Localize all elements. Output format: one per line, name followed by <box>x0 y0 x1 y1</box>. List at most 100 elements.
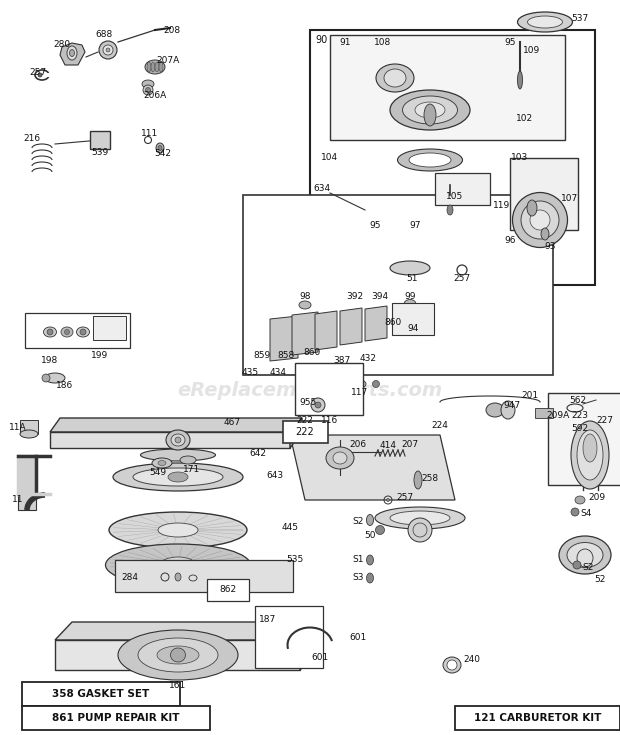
Text: 224: 224 <box>432 420 448 429</box>
Text: 95: 95 <box>370 220 381 229</box>
Text: 104: 104 <box>321 152 339 162</box>
Text: eReplacementParts.com: eReplacementParts.com <box>177 381 443 400</box>
Ellipse shape <box>158 146 162 151</box>
Ellipse shape <box>158 461 166 465</box>
Ellipse shape <box>76 327 89 337</box>
Ellipse shape <box>390 261 430 275</box>
Text: 103: 103 <box>512 152 529 162</box>
Text: 861 PUMP REPAIR KIT: 861 PUMP REPAIR KIT <box>52 713 180 723</box>
Bar <box>310 30 595 285</box>
Text: 207: 207 <box>401 440 418 448</box>
Ellipse shape <box>518 71 523 89</box>
Ellipse shape <box>541 228 549 240</box>
Text: 592: 592 <box>572 423 588 432</box>
Polygon shape <box>365 306 387 341</box>
Ellipse shape <box>571 421 609 489</box>
Text: 116: 116 <box>321 415 339 425</box>
Ellipse shape <box>168 472 188 482</box>
Ellipse shape <box>386 498 389 501</box>
Ellipse shape <box>583 434 597 462</box>
Text: 947: 947 <box>503 401 521 409</box>
Text: 206A: 206A <box>143 90 167 99</box>
Ellipse shape <box>408 518 432 542</box>
Text: 537: 537 <box>572 13 588 23</box>
Ellipse shape <box>146 87 151 93</box>
Ellipse shape <box>103 45 113 55</box>
Text: 216: 216 <box>24 134 40 143</box>
Text: 387: 387 <box>334 356 351 365</box>
Polygon shape <box>55 622 318 640</box>
Text: 98: 98 <box>299 292 311 301</box>
Text: 642: 642 <box>249 448 267 457</box>
Text: 240: 240 <box>464 656 480 664</box>
Text: 601: 601 <box>350 634 366 642</box>
Ellipse shape <box>69 49 74 57</box>
Text: 858: 858 <box>277 351 294 359</box>
Text: S3: S3 <box>352 573 364 583</box>
Text: 90: 90 <box>316 35 328 45</box>
Bar <box>207 579 249 601</box>
Ellipse shape <box>375 507 465 529</box>
Ellipse shape <box>159 62 163 72</box>
Bar <box>255 606 323 668</box>
Bar <box>20 420 38 434</box>
Ellipse shape <box>118 630 238 680</box>
Text: 258: 258 <box>422 473 438 482</box>
Ellipse shape <box>447 205 453 215</box>
Ellipse shape <box>175 573 181 581</box>
Text: 199: 199 <box>91 351 108 359</box>
Polygon shape <box>292 312 318 355</box>
Polygon shape <box>290 435 455 500</box>
Ellipse shape <box>155 62 159 72</box>
Text: 222: 222 <box>296 427 314 437</box>
Ellipse shape <box>64 329 69 334</box>
Text: 102: 102 <box>516 113 534 123</box>
Text: 11A: 11A <box>9 423 27 431</box>
Ellipse shape <box>315 402 321 408</box>
Ellipse shape <box>20 430 38 438</box>
Ellipse shape <box>80 329 86 335</box>
Text: 105: 105 <box>446 192 464 201</box>
Text: 539: 539 <box>91 148 108 157</box>
Text: 97: 97 <box>409 220 421 229</box>
Ellipse shape <box>575 496 585 504</box>
Ellipse shape <box>175 437 181 443</box>
Text: 96: 96 <box>504 235 516 245</box>
Bar <box>46 73 50 77</box>
Ellipse shape <box>443 657 461 673</box>
Text: 859: 859 <box>254 351 270 359</box>
Ellipse shape <box>577 430 603 480</box>
Text: 121 CARBURETOR KIT: 121 CARBURETOR KIT <box>474 713 601 723</box>
Ellipse shape <box>354 380 366 388</box>
Text: 435: 435 <box>241 368 259 376</box>
Text: 99: 99 <box>404 292 416 301</box>
Polygon shape <box>340 308 362 345</box>
Ellipse shape <box>106 48 110 52</box>
Ellipse shape <box>527 200 537 216</box>
Ellipse shape <box>390 511 450 525</box>
Ellipse shape <box>486 403 504 417</box>
Bar <box>283 421 327 443</box>
Text: 257: 257 <box>453 273 471 282</box>
Text: 107: 107 <box>561 193 578 203</box>
Text: 207A: 207A <box>156 56 180 65</box>
Text: 187: 187 <box>259 615 277 625</box>
Text: 222: 222 <box>296 415 314 425</box>
Ellipse shape <box>521 201 559 239</box>
Ellipse shape <box>43 327 56 337</box>
Polygon shape <box>315 311 337 350</box>
Text: 549: 549 <box>149 467 167 476</box>
Ellipse shape <box>513 193 567 248</box>
Text: 257: 257 <box>396 492 414 501</box>
Ellipse shape <box>147 62 151 72</box>
Ellipse shape <box>142 80 154 88</box>
Bar <box>18 455 36 510</box>
Text: 257: 257 <box>29 68 46 76</box>
Text: 208: 208 <box>164 26 180 35</box>
Ellipse shape <box>38 73 42 77</box>
Ellipse shape <box>157 646 199 664</box>
Polygon shape <box>50 432 290 448</box>
Bar <box>548 393 620 485</box>
Text: 111: 111 <box>141 129 159 137</box>
Text: 634: 634 <box>314 184 330 193</box>
